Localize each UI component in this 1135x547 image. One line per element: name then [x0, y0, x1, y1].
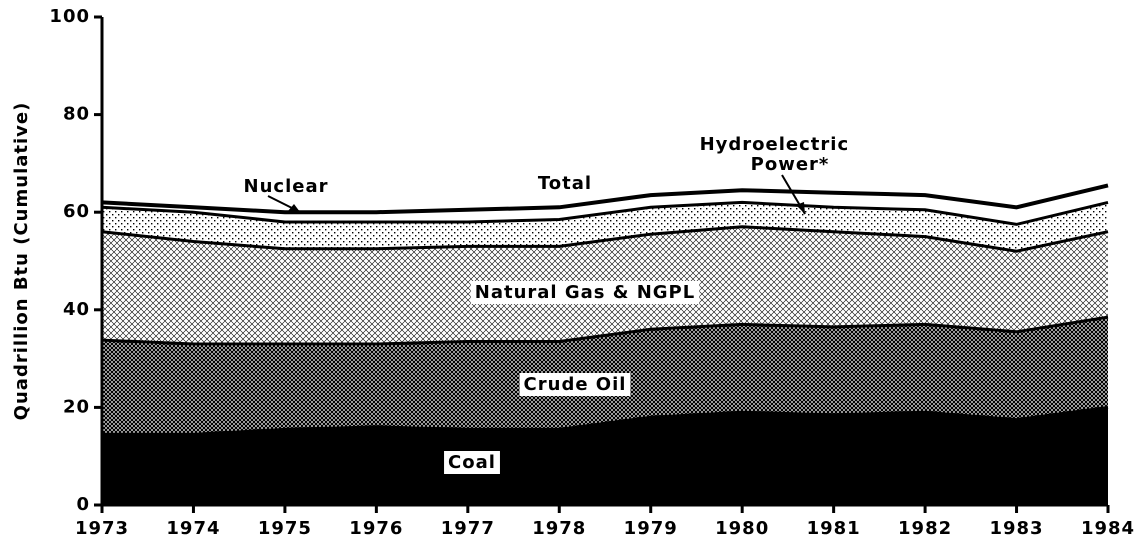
coal-label-box — [444, 451, 500, 474]
area — [102, 202, 1108, 252]
x-tick-label: 1979 — [624, 518, 678, 539]
y-tick-label: 0 — [76, 494, 90, 515]
area-top-line — [101, 315, 1109, 346]
y-tick-label: 100 — [49, 6, 90, 27]
x-tick-label: 1984 — [1081, 518, 1135, 539]
y-tick-label: 40 — [63, 299, 90, 320]
area-top-line — [102, 405, 1109, 436]
gas-label-box — [470, 281, 700, 304]
x-tick-label: 1976 — [349, 518, 403, 539]
total-label: Total — [538, 173, 592, 194]
x-tick-label: 1977 — [441, 518, 495, 539]
x-tick-label: 1974 — [166, 518, 220, 539]
x-tick-label: 1973 — [75, 518, 129, 539]
nuclear-arrowhead — [288, 204, 300, 212]
x-tick-label: 1978 — [532, 518, 586, 539]
nuclear-label: Nuclear — [244, 176, 329, 197]
y-tick-label: 60 — [63, 201, 90, 222]
y-tick-label: 80 — [63, 104, 90, 125]
hydro-arrowhead — [796, 202, 805, 214]
hydro-label: Hydroelectric Power* — [700, 134, 857, 175]
area-top-line — [101, 225, 1109, 253]
area-top-line — [101, 183, 1109, 215]
crude-oil-label: Crude Oil — [524, 374, 627, 395]
x-tick-label: 1983 — [989, 518, 1043, 539]
axes: 0 20 40 60 80 100 1973 1974 1975 1976 1977 1978 1979… — [49, 6, 1135, 539]
x-tick-label: 1975 — [258, 518, 312, 539]
x-tick-label: 1981 — [807, 518, 861, 539]
boundary-lines — [101, 183, 1109, 436]
x-tick-label: 1982 — [898, 518, 952, 539]
x-tick-label: 1980 — [715, 518, 769, 539]
area-top-line — [101, 200, 1109, 226]
areas — [102, 185, 1108, 505]
y-axis-label: Quadrillion Btu (Cumulative) — [11, 102, 32, 421]
crude-oil-label-box — [519, 373, 631, 396]
labels: Coal Crude Oil Natural Gas & NGPL Hydroelec… — [244, 134, 857, 474]
area — [102, 407, 1108, 505]
coal-label: Coal — [448, 452, 496, 473]
y-tick-label: 20 — [63, 396, 90, 417]
gas-label: Natural Gas & NGPL — [475, 282, 695, 303]
